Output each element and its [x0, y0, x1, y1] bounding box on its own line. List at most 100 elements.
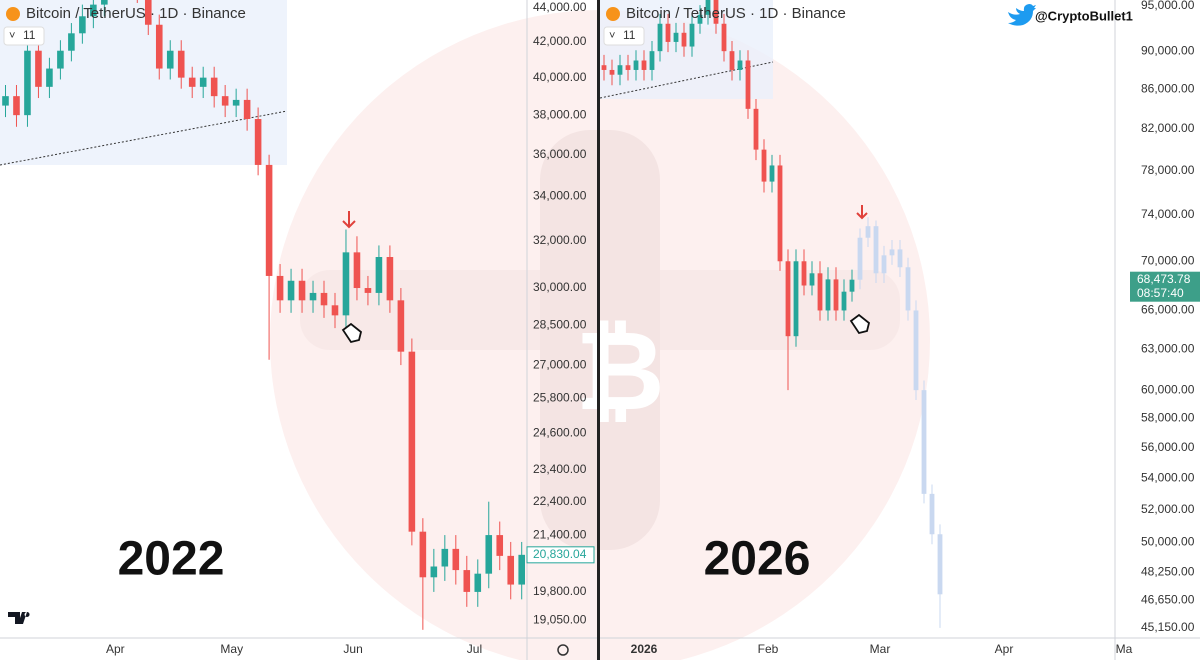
- chevron: ˅: [9, 30, 15, 42]
- candle-body: [155, 24, 163, 69]
- candle-body: [825, 279, 831, 311]
- candle-body: [331, 305, 339, 316]
- y-tick-label: 78,000.00: [1141, 163, 1195, 177]
- candle-body: [430, 566, 438, 578]
- y-tick-label: 66,000.00: [1141, 303, 1195, 317]
- candle-body: [657, 23, 663, 52]
- panel-divider: [597, 0, 600, 660]
- arrow: [342, 205, 868, 229]
- candle-body: [817, 273, 823, 311]
- shaded-range: [0, 0, 287, 165]
- y-tick-label: 46,650.00: [1141, 593, 1195, 607]
- candle-body: [777, 165, 783, 262]
- y-tick-label: 95,000.00: [1141, 0, 1195, 12]
- y-tick-label: 40,000.00: [533, 70, 587, 84]
- y-tick-label: 44,000.00: [533, 0, 587, 14]
- candle-body: [254, 119, 262, 165]
- candle-body: [745, 60, 751, 109]
- candle-body: [809, 273, 815, 286]
- y-tick-label: 56,000.00: [1141, 440, 1195, 454]
- candle-body: [801, 261, 807, 286]
- candle-body: [857, 237, 863, 280]
- candle-body: [342, 252, 350, 316]
- candle-body: [881, 255, 887, 274]
- y-tick-label: 30,000.00: [533, 280, 587, 294]
- price-tag: [526, 546, 595, 564]
- year-label: 2022: [118, 533, 225, 586]
- candle-body: [625, 65, 631, 70]
- watermark-symbol: ₿: [575, 310, 665, 433]
- y-tick-label: 63,000.00: [1141, 342, 1195, 356]
- candle-body: [905, 267, 911, 311]
- candle-body: [452, 548, 460, 571]
- candle-body: [177, 50, 185, 78]
- y-tick-label: 45,150.00: [1141, 620, 1195, 634]
- y-tick-label: 32,000.00: [533, 233, 587, 247]
- coin-icon: [6, 7, 20, 21]
- y-tick-label: 19,050.00: [533, 612, 587, 626]
- candle-body: [485, 535, 493, 574]
- candle-body: [2, 96, 9, 106]
- candle-body: [518, 554, 525, 585]
- shaded-range: [600, 0, 773, 99]
- candle-body: [353, 252, 361, 289]
- x-tick-label: 2026: [631, 642, 658, 656]
- candle-body: [199, 77, 207, 87]
- y-tick-label: 34,000.00: [533, 189, 587, 203]
- candle-body: [68, 33, 75, 51]
- y-tick-label: 21,400.00: [533, 527, 587, 541]
- candle-body: [729, 51, 735, 70]
- candle-body: [79, 16, 86, 34]
- y-tick-label: 27,000.00: [533, 357, 587, 371]
- candle-body: [298, 280, 306, 301]
- price-tag-label: 68,473.78: [1137, 272, 1191, 286]
- candle-body: [309, 292, 317, 301]
- candle-body: [166, 50, 174, 69]
- price-tag: [1130, 271, 1200, 302]
- candle-body: [474, 573, 482, 592]
- candle-body: [221, 96, 229, 106]
- y-tick-label: 38,000.00: [533, 107, 587, 121]
- plot-area: [2, 0, 525, 630]
- year-label: 2026: [704, 533, 811, 586]
- candle-body: [793, 261, 799, 337]
- y-tick-label: 28,500.00: [533, 318, 587, 332]
- indicator-badge: [603, 26, 645, 46]
- chevron: ˅: [609, 30, 615, 42]
- candle-body: [865, 226, 871, 238]
- settings-icon[interactable]: [557, 644, 569, 656]
- x-tick-label: Feb: [758, 642, 779, 656]
- candle-body: [705, 0, 711, 15]
- y-tick-label: 25,800.00: [533, 391, 587, 405]
- candle-body: [697, 14, 703, 24]
- y-tick-label: 60,000.00: [1141, 382, 1195, 396]
- candle-body: [287, 280, 295, 301]
- candle-body: [849, 279, 855, 292]
- candle-body: [496, 535, 504, 556]
- hand-icon: [341, 313, 871, 344]
- candle-body: [57, 50, 64, 69]
- x-tick-label: Ma: [1116, 642, 1133, 656]
- candle-body: [243, 99, 251, 120]
- candle-body: [689, 23, 695, 47]
- y-tick-label: 19,800.00: [533, 584, 587, 598]
- trendline: [599, 61, 774, 99]
- candle-body: [375, 257, 383, 293]
- candle-body: [364, 288, 372, 293]
- candle-body: [753, 108, 759, 150]
- candle-body: [188, 77, 196, 87]
- candle-body: [101, 0, 108, 5]
- price-tag-label: 20,830.04: [533, 547, 587, 561]
- candle-body: [897, 249, 903, 268]
- y-tick-label: 42,000.00: [533, 34, 587, 48]
- candle-body: [609, 69, 615, 75]
- candle-body: [641, 60, 647, 70]
- badge-count: 11: [23, 28, 36, 42]
- candle-body: [90, 4, 97, 17]
- candle-body: [13, 96, 20, 116]
- candle-body: [937, 534, 943, 595]
- candle-body: [921, 390, 927, 494]
- candle-body: [737, 60, 743, 70]
- chart-title: Bitcoin / TetherUS · 1D · Binance: [626, 5, 846, 22]
- candle-body: [601, 65, 607, 70]
